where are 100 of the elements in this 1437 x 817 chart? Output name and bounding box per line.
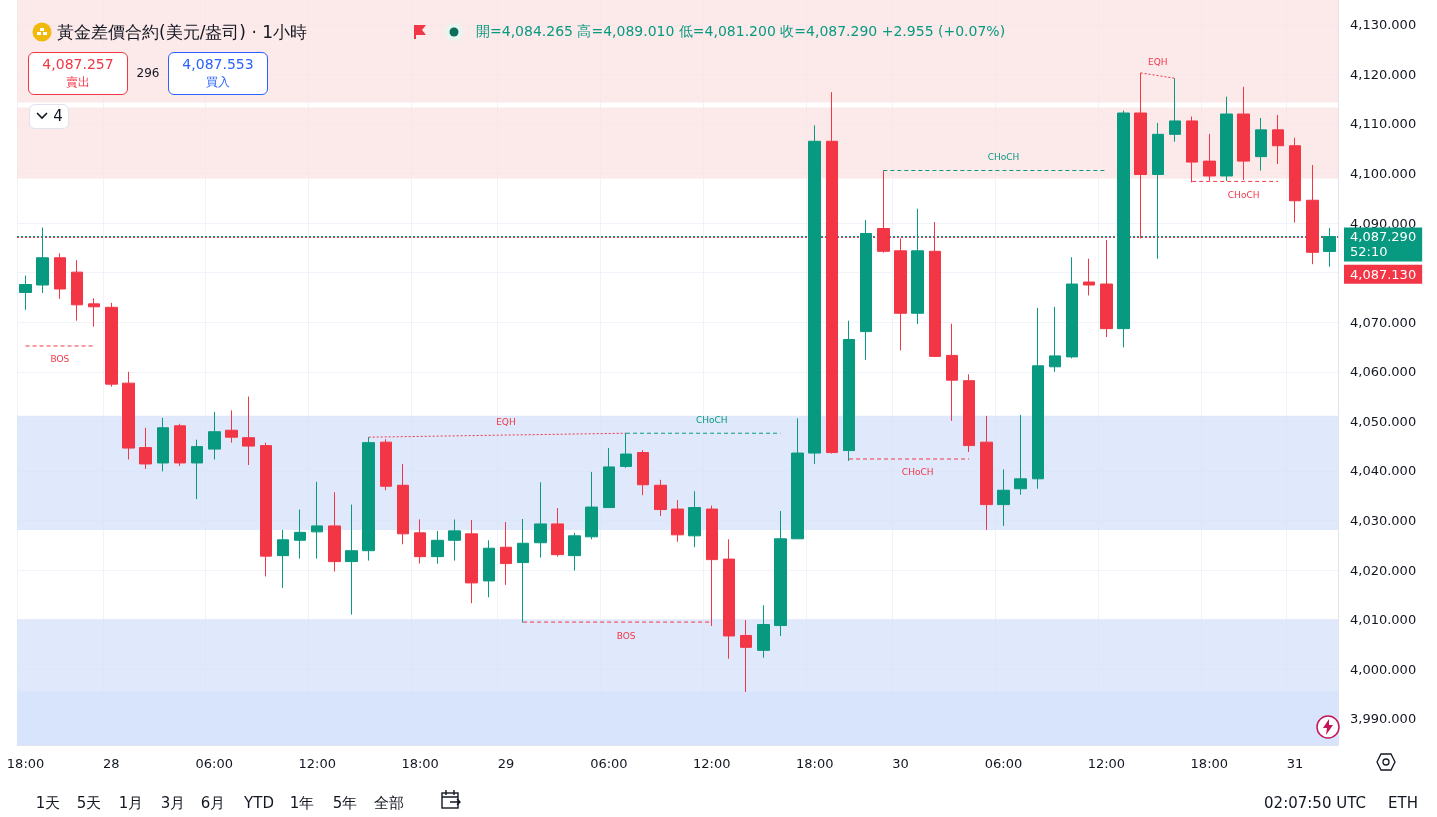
text: 3月 [160,793,186,813]
annotation: 4,087.553 [182,56,254,72]
candlestick [260,442,272,577]
candlestick [774,510,787,637]
candlestick [88,297,100,328]
annotation: 4,087.257 [42,56,114,72]
y-tick-label: 4,060.000 [1350,364,1417,380]
annotation: 買入 [206,73,230,91]
candlestick [122,371,135,460]
y-tick-label: 4,040.000 [1350,463,1417,479]
x-tick-label: 06:00 [590,756,628,771]
y-tick-label: 4,070.000 [1350,314,1417,330]
candlestick [19,275,32,311]
candlestick [105,302,118,388]
x-tick-label: 28 [103,756,120,771]
candlestick [791,417,804,540]
y-tick-label: 4,000.000 [1350,661,1417,677]
candlestick [191,439,203,500]
candlestick [603,447,615,509]
candlestick [277,529,289,589]
y-tick-label: 4,120.000 [1350,66,1417,82]
candlestick [980,415,993,531]
candlestick [500,521,512,586]
candlestick [757,604,770,659]
x-tick-label: 12:00 [1087,756,1126,771]
candlestick [311,481,323,560]
y-tick-label: 4,110.000 [1350,116,1417,132]
candlestick [414,518,426,565]
candlestick [1066,256,1078,359]
series-label: CHoCH [1227,189,1260,200]
text: 6月 [200,793,226,813]
candlestick [1289,137,1301,224]
ref-line-label: 4,087.130 [1350,266,1417,282]
candlestick [688,490,701,548]
series-label: CHoCH [696,414,728,425]
x-tick-label: 18:00 [1190,756,1229,771]
candlestick [1100,239,1113,338]
text: ETH [1388,794,1418,812]
candlestick [894,237,907,351]
y-tick-label: 4,020.000 [1350,562,1417,578]
x-tick-label: 31 [1286,756,1304,771]
text: 全部 [374,793,404,813]
series-label: EQH [1148,57,1168,68]
x-tick-label: 18:00 [6,756,45,771]
candlestick [397,463,409,545]
candlestick [568,532,581,572]
candlestick [551,507,564,558]
y-tick-label: 4,090.000 [1350,215,1417,231]
candlestick [843,320,855,462]
x-tick-label: 06:00 [984,756,1023,771]
y-tick-label: 4,030.000 [1350,512,1417,528]
candlestick [1255,117,1267,172]
candlestick [997,468,1010,527]
candlestick [71,259,83,322]
candlestick [54,252,66,300]
ref-line-label: 4,087.290 52:10 [1350,229,1417,260]
annotation: 4 [53,107,63,125]
x-tick-label: 18:00 [401,756,439,771]
candlestick [448,518,461,562]
candlestick [431,530,444,565]
text: 1月 [118,793,144,813]
annotation: 賣出 [66,73,90,91]
candlestick [328,491,341,573]
candlestick [174,423,186,467]
text: YTD [244,794,274,812]
candlestick [483,539,495,598]
text: 1年 [289,793,315,813]
candlestick [362,436,375,562]
candlestick [1083,258,1095,296]
y-tick-label: 3,990.000 [1350,711,1417,727]
candlestick [465,519,478,604]
x-tick-label: 06:00 [195,756,234,771]
candlestick [1049,306,1061,373]
text: 02:07:50 UTC [1264,794,1366,812]
x-tick-label: 12:00 [693,756,731,771]
candlestick [654,479,667,517]
candlestick [740,619,752,693]
candlestick [723,538,735,660]
candlestick [706,505,718,627]
series-label: CHoCH [987,152,1020,163]
candlestick [946,323,958,422]
text: 黃金差價合約(美元/盎司) · 1小時 [57,20,308,44]
series-label: BOS [616,630,636,641]
candlestick [1272,114,1284,165]
x-tick-label: 30 [892,756,909,771]
candlestick [225,409,238,444]
candlestick [963,373,975,453]
text: 1天 [35,793,61,813]
candlestick [242,396,255,466]
candlestick [208,411,221,460]
candlestick [294,509,306,560]
candlestick [1032,307,1044,490]
x-tick-label: 12:00 [298,756,336,771]
x-tick-label: 18:00 [796,756,834,771]
x-tick-label: 29 [497,756,515,771]
series-label: BOS [50,354,70,365]
candlestick [585,471,598,540]
candlestick [517,518,529,624]
annotation: 296 [136,66,160,80]
text: 5年 [332,793,358,813]
